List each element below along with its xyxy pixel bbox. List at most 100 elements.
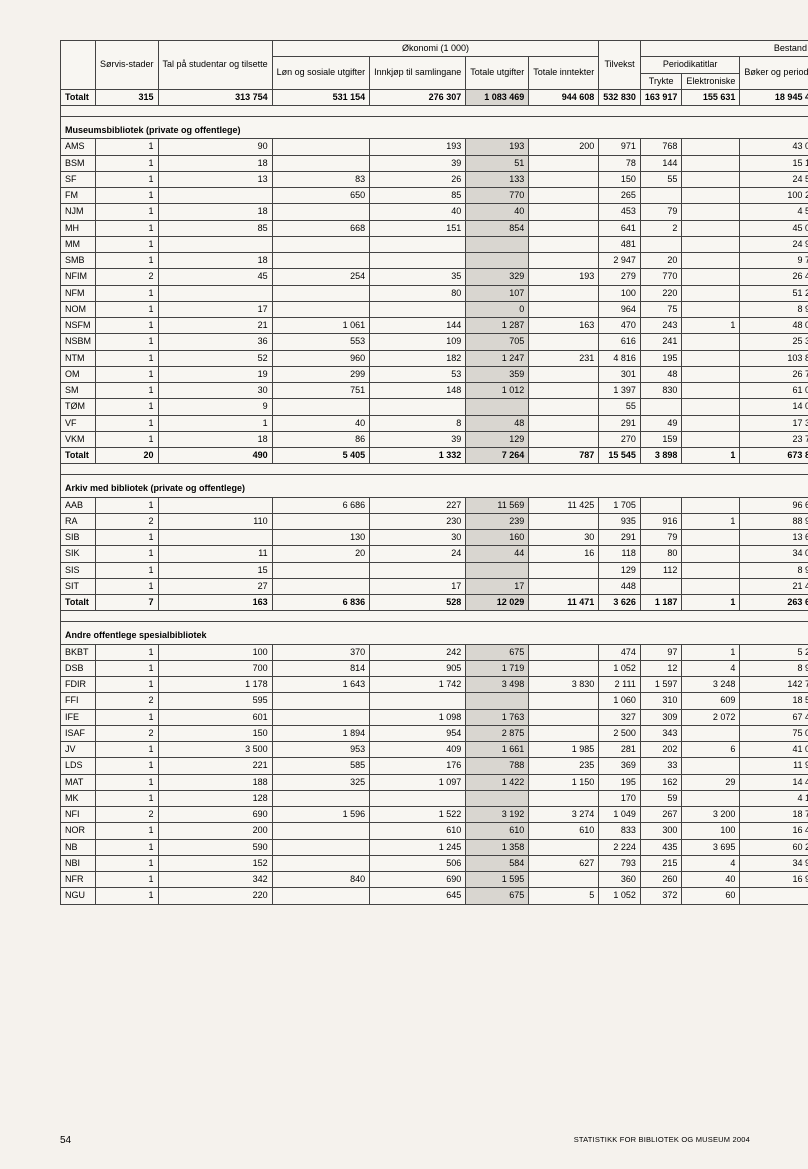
data-cell: 100 [599, 285, 641, 301]
data-cell [529, 155, 599, 171]
data-cell: 33 [640, 758, 682, 774]
data-cell: 705 [466, 334, 529, 350]
data-cell: 1 [682, 513, 740, 529]
data-cell: 27 [158, 578, 272, 594]
data-cell: NGU [61, 888, 96, 904]
total-cell: 313 754 [158, 89, 272, 105]
data-cell: 675 [466, 888, 529, 904]
data-cell [529, 415, 599, 431]
data-cell: 8 972 [740, 301, 808, 317]
data-cell: 1 [96, 318, 159, 334]
data-cell [529, 301, 599, 317]
data-cell: 1 358 [466, 839, 529, 855]
data-cell: 301 [599, 366, 641, 382]
data-cell: 8 [370, 415, 466, 431]
data-cell: 79 [640, 204, 682, 220]
data-cell: FFI [61, 693, 96, 709]
h-okonomi: Økonomi (1 000) [272, 41, 599, 57]
data-cell: 1 [96, 677, 159, 693]
total-cell: 1 [682, 595, 740, 611]
h-lon: Løn og sosiale utgifter [272, 57, 370, 90]
data-cell: SM [61, 383, 96, 399]
data-cell: 45 005 [740, 220, 808, 236]
data-cell [682, 285, 740, 301]
data-cell [682, 155, 740, 171]
data-cell: 1 643 [272, 677, 370, 693]
data-cell: SIS [61, 562, 96, 578]
page-footer: 54 STATISTIKK FOR BIBLIOTEK OG MUSEUM 20… [60, 1135, 750, 1146]
data-cell: 360 [599, 872, 641, 888]
data-cell: 1 [96, 660, 159, 676]
data-cell: 23 705 [740, 431, 808, 447]
data-cell: 5 [529, 888, 599, 904]
data-cell: ISAF [61, 725, 96, 741]
data-cell: 51 [466, 155, 529, 171]
data-cell [682, 725, 740, 741]
data-cell: 1 [96, 188, 159, 204]
data-cell: 1 [682, 644, 740, 660]
data-cell [158, 188, 272, 204]
data-cell: 768 [640, 139, 682, 155]
data-cell: NTM [61, 350, 96, 366]
data-cell: 152 [158, 855, 272, 871]
data-cell [272, 823, 370, 839]
data-cell [370, 253, 466, 269]
data-cell [466, 236, 529, 252]
data-cell [158, 497, 272, 513]
data-cell [272, 693, 370, 709]
data-cell [158, 530, 272, 546]
data-cell: 4 104 [740, 790, 808, 806]
data-cell: 610 [466, 823, 529, 839]
data-cell: 109 [370, 334, 466, 350]
data-cell: 78 [599, 155, 641, 171]
data-cell: 36 [158, 334, 272, 350]
data-cell: 409 [370, 742, 466, 758]
data-cell: 299 [272, 366, 370, 382]
data-cell: 650 [272, 188, 370, 204]
data-cell: NOM [61, 301, 96, 317]
data-cell: 85 [370, 188, 466, 204]
data-cell: 53 [370, 366, 466, 382]
data-cell [370, 790, 466, 806]
data-cell: 1 894 [272, 725, 370, 741]
data-cell: 129 [466, 431, 529, 447]
data-cell: 1 [682, 318, 740, 334]
data-cell: SIB [61, 530, 96, 546]
data-cell: 24 [370, 546, 466, 562]
data-cell [529, 383, 599, 399]
data-cell: NFR [61, 872, 96, 888]
data-cell: 88 987 [740, 513, 808, 529]
data-cell: 61 055 [740, 383, 808, 399]
data-cell: 41 042 [740, 742, 808, 758]
data-cell: 55 [640, 171, 682, 187]
data-cell: 239 [466, 513, 529, 529]
data-cell: 1 [96, 350, 159, 366]
data-cell: 281 [599, 742, 641, 758]
data-cell: 1 [96, 872, 159, 888]
data-cell: TØM [61, 399, 96, 415]
data-cell: 601 [158, 709, 272, 725]
data-cell [682, 188, 740, 204]
data-cell [682, 350, 740, 366]
data-cell: 9 [158, 399, 272, 415]
total-cell: 3 626 [599, 595, 641, 611]
total-cell: 5 405 [272, 448, 370, 464]
data-cell [529, 253, 599, 269]
data-cell: 86 [272, 431, 370, 447]
data-cell: 1 [96, 530, 159, 546]
data-cell: 30 [370, 530, 466, 546]
data-cell: 24 500 [740, 171, 808, 187]
section-title: Arkiv med bibliotek (private og offentle… [61, 475, 808, 497]
data-cell: 235 [529, 758, 599, 774]
data-cell: 2 [96, 269, 159, 285]
data-cell: 1 [96, 236, 159, 252]
data-cell: 2 [96, 693, 159, 709]
data-cell: 310 [640, 693, 682, 709]
data-cell: 343 [640, 725, 682, 741]
total-cell: 7 264 [466, 448, 529, 464]
data-cell: 2 111 [599, 677, 641, 693]
data-cell: 26 700 [740, 366, 808, 382]
data-cell: 668 [272, 220, 370, 236]
data-cell: 4 [682, 660, 740, 676]
data-cell: 770 [640, 269, 682, 285]
